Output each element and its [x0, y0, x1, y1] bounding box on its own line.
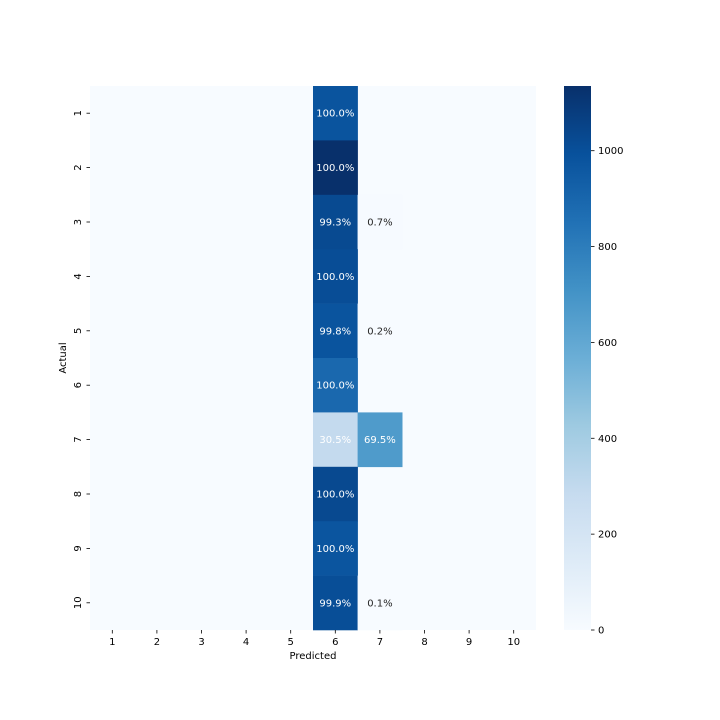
cell-annotation: 0.2% [367, 326, 392, 337]
y-axis-label: Actual [58, 342, 69, 373]
y-tick-label: 9 [73, 545, 84, 551]
cell-annotation: 100.0% [316, 544, 354, 555]
colorbar-tick-label: 1000 [598, 146, 623, 157]
heatmap-cell [357, 575, 403, 631]
colorbar-tick-label: 400 [598, 434, 617, 445]
x-tick-label: 4 [243, 637, 249, 648]
cell-annotation: 0.7% [367, 218, 392, 229]
cell-annotation: 0.1% [367, 598, 392, 609]
cell-annotation: 100.0% [316, 109, 354, 120]
cell-annotation: 100.0% [316, 163, 354, 174]
y-tick-label: 8 [73, 491, 84, 497]
y-tick-label: 1 [73, 110, 84, 116]
heatmap-cell [313, 412, 358, 468]
colorbar-gradient [564, 86, 591, 630]
x-tick-label: 10 [507, 637, 520, 648]
heatmap-plot-area: 100.0% 100.0% 99.3% 0.7% 100.0% 99.8% 0.2% 100.… [90, 86, 536, 631]
x-tick-label: 9 [466, 637, 472, 648]
cell-annotation: 30.5% [319, 435, 351, 446]
y-tick-label: 5 [73, 328, 84, 334]
y-tick-label: 3 [73, 219, 84, 225]
x-tick-label: 7 [377, 637, 383, 648]
heatmap-cell [313, 86, 358, 141]
heatmap-cell [313, 575, 358, 631]
colorbar-tick-label: 200 [598, 530, 617, 541]
x-tick-label: 5 [288, 637, 294, 648]
colorbar-tick-label: 800 [598, 242, 617, 253]
y-tick-label: 4 [73, 273, 84, 279]
heatmap-cell [313, 194, 358, 250]
heatmap-cell [357, 303, 403, 359]
y-tick-label: 6 [73, 382, 84, 388]
cell-annotation: 99.8% [319, 326, 351, 337]
cell-annotation: 99.9% [319, 598, 351, 609]
cell-annotation: 100.0% [316, 490, 354, 501]
x-tick-label: 6 [332, 637, 338, 648]
heatmap-cell [313, 358, 358, 413]
x-tick-label: 1 [109, 637, 115, 648]
x-axis-label: Predicted [290, 651, 337, 662]
heatmap-cell [313, 521, 358, 576]
cell-annotation: 100.0% [316, 272, 354, 283]
colorbar-tick-label: 0 [598, 626, 604, 637]
y-tick-label: 2 [73, 164, 84, 170]
heatmap-cell [313, 466, 358, 522]
heatmap-cell [313, 249, 358, 304]
cell-annotation: 100.0% [316, 381, 354, 392]
y-tick-label: 10 [73, 596, 84, 609]
x-tick-label: 8 [421, 637, 427, 648]
colorbar-tick-label: 600 [598, 338, 617, 349]
colorbar: 0 200 400 600 800 1000 [564, 86, 623, 637]
cell-annotation: 69.5% [364, 435, 396, 446]
y-axis: 1 2 3 4 5 6 7 8 9 10 [73, 110, 90, 609]
x-tick-label: 3 [198, 637, 204, 648]
heatmap-cell [357, 194, 403, 250]
y-tick-label: 7 [73, 436, 84, 442]
heatmap-cell [357, 412, 403, 468]
x-axis: 1 2 3 4 5 6 7 8 9 10 [109, 630, 520, 648]
x-tick-label: 2 [154, 637, 160, 648]
heatmap-cell [313, 303, 358, 359]
heatmap-cell [313, 140, 358, 196]
cell-annotation: 99.3% [319, 218, 351, 229]
